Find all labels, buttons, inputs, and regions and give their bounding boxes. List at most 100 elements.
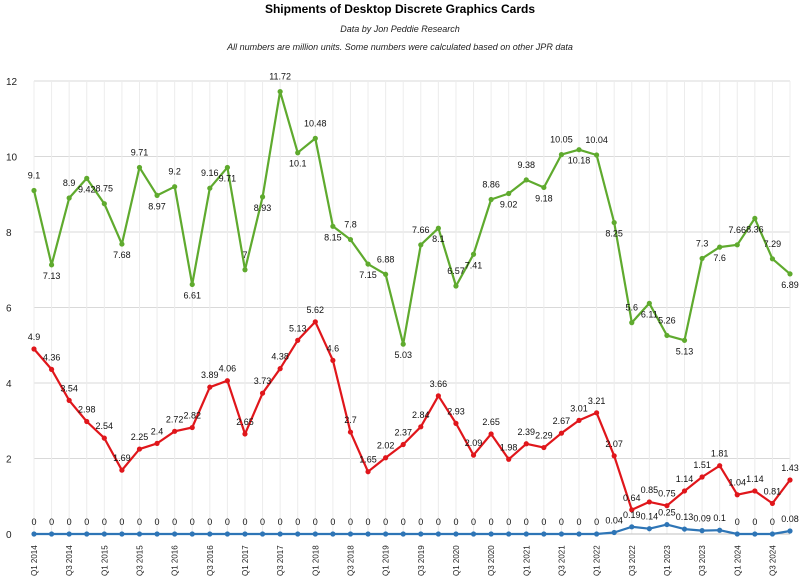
data-point <box>699 474 705 480</box>
data-point <box>611 219 617 226</box>
chart-title: Shipments of Desktop Discrete Graphics C… <box>264 2 536 16</box>
data-label: 2.67 <box>553 416 571 426</box>
data-point <box>558 531 565 537</box>
data-label: 9.18 <box>535 193 553 203</box>
data-point <box>119 241 125 247</box>
data-label: 1.69 <box>113 453 131 463</box>
data-label: 7 <box>242 250 247 260</box>
data-label: 5.13 <box>289 323 307 333</box>
data-label: 5.03 <box>394 350 412 360</box>
data-point <box>558 152 565 158</box>
data-label: 9.16 <box>201 168 219 178</box>
data-point <box>418 531 424 537</box>
data-point <box>488 196 494 203</box>
data-label: 1.51 <box>693 460 711 470</box>
data-label: 0 <box>577 517 582 527</box>
data-label: 2.72 <box>166 414 184 424</box>
data-point <box>681 526 688 532</box>
data-point <box>453 531 459 537</box>
data-label: 8.36 <box>746 224 764 234</box>
data-label: 7.29 <box>764 239 782 249</box>
y-tick-label: 10 <box>6 153 18 164</box>
data-label: 0 <box>295 517 300 527</box>
data-label: 0 <box>278 517 283 527</box>
data-point <box>576 147 582 153</box>
data-point <box>752 215 758 222</box>
data-label: 0 <box>401 517 406 527</box>
data-label: 0 <box>31 517 36 527</box>
data-point <box>506 190 512 197</box>
data-label: 2.09 <box>465 438 483 448</box>
data-label: 2.02 <box>377 441 395 451</box>
data-point <box>629 524 635 530</box>
data-label: 1.14 <box>746 474 764 484</box>
data-point <box>224 378 230 384</box>
data-label: 0 <box>190 517 195 527</box>
data-label: 0 <box>594 517 599 527</box>
data-point <box>31 187 37 194</box>
data-point <box>664 503 670 509</box>
data-point <box>734 492 740 498</box>
data-label: 0 <box>418 517 423 527</box>
data-label: 9.2 <box>168 167 181 177</box>
y-tick-label: 2 <box>6 455 12 466</box>
data-label: 7.6 <box>713 253 726 263</box>
series-line <box>33 320 791 511</box>
data-point <box>48 262 55 268</box>
data-label: 0.75 <box>658 489 676 499</box>
data-label: 8.15 <box>324 232 342 242</box>
data-label: 0 <box>102 517 107 527</box>
data-label: 0 <box>67 517 72 527</box>
data-point <box>259 390 266 396</box>
data-point <box>646 499 652 505</box>
x-tick-label: Q3 2014 <box>65 545 74 576</box>
data-label: 0 <box>49 517 54 527</box>
data-label: 8.25 <box>605 229 623 239</box>
data-point <box>453 420 459 426</box>
data-point <box>611 529 617 536</box>
data-point <box>400 441 406 448</box>
data-label: 0 <box>260 517 265 527</box>
data-point <box>470 531 477 537</box>
data-point <box>699 528 705 534</box>
data-label: 2.54 <box>96 421 114 431</box>
data-point <box>31 531 37 537</box>
data-label: 0.13 <box>676 512 694 522</box>
data-point <box>611 453 617 459</box>
data-point <box>84 418 90 425</box>
data-point <box>787 528 793 534</box>
x-tick-label: Q1 2017 <box>241 545 250 576</box>
data-label: 3.54 <box>60 383 78 393</box>
data-label: 3.01 <box>570 403 588 413</box>
data-point <box>488 431 494 437</box>
data-point <box>717 244 723 250</box>
data-point <box>347 236 354 243</box>
data-point <box>295 531 301 537</box>
data-label: 0.14 <box>641 512 659 522</box>
x-tick-label: Q3 2017 <box>276 545 285 576</box>
data-label: 10.48 <box>304 118 327 128</box>
data-point <box>312 135 318 141</box>
data-point <box>66 195 72 201</box>
data-point <box>383 531 389 537</box>
data-label: 2.37 <box>394 428 412 438</box>
data-point <box>259 531 266 537</box>
data-label: 1.81 <box>711 449 729 459</box>
data-point <box>769 531 776 537</box>
series-line <box>32 90 791 346</box>
y-tick-label: 12 <box>6 77 18 88</box>
data-label: 0 <box>242 517 247 527</box>
data-point <box>48 366 55 373</box>
data-point <box>752 488 758 494</box>
chart-note: All numbers are million units. Some numb… <box>227 42 573 52</box>
data-point <box>101 531 107 537</box>
data-point <box>48 531 55 537</box>
data-point <box>119 531 125 537</box>
data-point <box>558 430 565 436</box>
data-point <box>347 429 354 435</box>
data-point <box>541 184 547 191</box>
data-label: 0 <box>155 517 160 527</box>
data-point <box>172 428 178 434</box>
data-label: 6.61 <box>183 290 201 300</box>
data-point <box>787 271 793 277</box>
